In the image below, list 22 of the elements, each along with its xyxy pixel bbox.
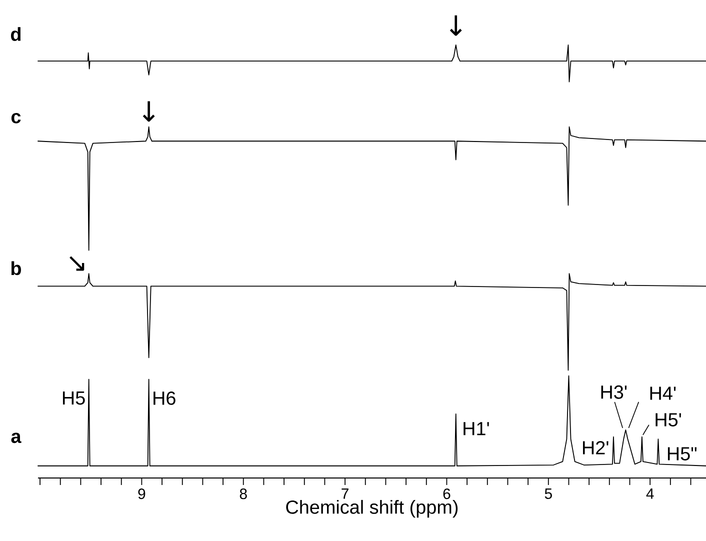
- x-tick-label: 5: [544, 488, 552, 499]
- annotation: ↓: [142, 101, 155, 122]
- series-label: c: [11, 112, 21, 124]
- series-label: b: [11, 261, 21, 276]
- x-tick-label: 7: [342, 488, 348, 499]
- annotation: H6: [154, 391, 176, 405]
- x-tick-label: 6: [443, 488, 450, 500]
- x-tick-label: 4: [646, 488, 654, 499]
- series-label: d: [10, 27, 21, 41]
- x-axis-title: Chemical shift (ppm): [286, 500, 458, 518]
- x-tick-label: 9: [138, 488, 146, 500]
- annotation: H5: [62, 391, 85, 405]
- annotation: H3': [601, 385, 627, 399]
- x-tick-label: 8: [240, 488, 247, 500]
- annotation: H2': [583, 441, 608, 454]
- annotation: ↓: [450, 15, 462, 36]
- annotation: H4': [650, 386, 676, 400]
- annotation: ↘: [70, 256, 84, 271]
- series-label: a: [11, 432, 22, 444]
- annotation: H5": [668, 447, 697, 460]
- annotation: H1': [464, 422, 489, 436]
- annotation: H5': [656, 413, 681, 426]
